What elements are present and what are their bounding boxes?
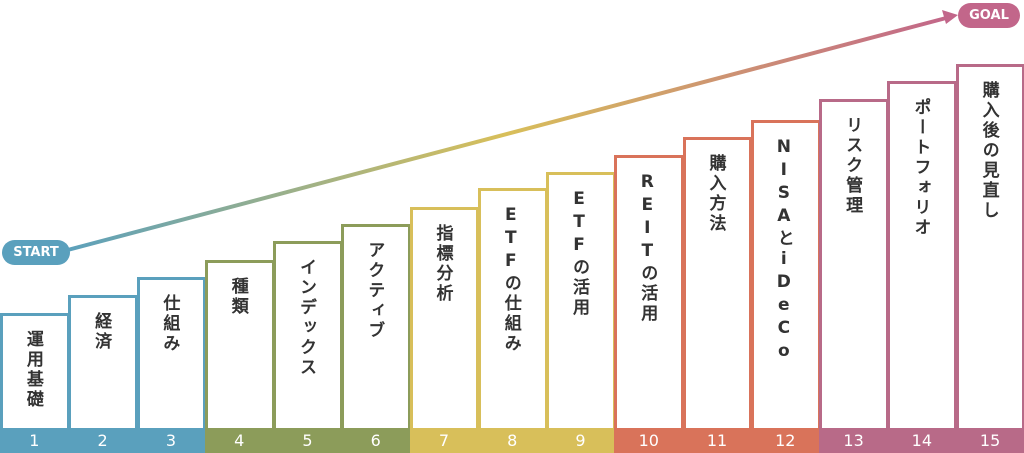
goal-label: GOAL — [958, 3, 1020, 28]
step: リスク管理 — [819, 99, 889, 428]
step-number: 12 — [750, 428, 820, 453]
step-label: 経済 — [91, 312, 112, 352]
step-number: 3 — [136, 428, 206, 453]
step-label: 購入後の見直し — [978, 81, 999, 221]
step-number: 13 — [819, 428, 888, 453]
step: 運用基礎 — [0, 313, 70, 428]
step-label: ETFの活用 — [569, 189, 590, 318]
step: 経済 — [68, 295, 139, 428]
step-label: アクティブ — [364, 241, 385, 341]
step-label: ETFの仕組み — [500, 205, 521, 354]
step-label: 指標分析 — [432, 224, 453, 304]
step-number: 4 — [204, 428, 274, 453]
step-label: 購入方法 — [705, 154, 726, 234]
arrow-line — [59, 15, 951, 254]
step: 種類 — [204, 260, 275, 428]
step-number: 11 — [682, 428, 752, 453]
step-number: 2 — [68, 428, 138, 453]
step-label: NISAとiDeCo — [773, 137, 794, 364]
start-label: START — [2, 240, 70, 265]
step-number: 9 — [546, 428, 615, 453]
step-label: リスク管理 — [842, 116, 863, 216]
step-label: ポートフォリオ — [910, 98, 931, 238]
step: インデックス — [273, 241, 343, 428]
step-number: 8 — [477, 428, 547, 453]
step-label: 仕組み — [159, 294, 180, 354]
step: アクティブ — [341, 224, 412, 428]
step: 購入後の見直し — [955, 64, 1024, 428]
step-number: 14 — [887, 428, 957, 453]
step: 指標分析 — [409, 207, 480, 428]
step: 購入方法 — [682, 137, 753, 428]
step-label: 運用基礎 — [22, 330, 43, 410]
step-number: 5 — [273, 428, 342, 453]
step: ETFの活用 — [546, 172, 616, 428]
step-number: 10 — [614, 428, 684, 453]
step: 仕組み — [136, 277, 207, 428]
step-number: 7 — [409, 428, 479, 453]
arrow-head — [942, 10, 958, 24]
step-number: 6 — [341, 428, 411, 453]
step-number: 15 — [955, 428, 1024, 453]
step: REITの活用 — [614, 155, 685, 428]
step: ポートフォリオ — [887, 81, 958, 428]
step-label: インデックス — [295, 258, 316, 378]
step-label: REITの活用 — [637, 172, 658, 324]
step-number: 1 — [0, 428, 69, 453]
step: NISAとiDeCo — [750, 120, 821, 428]
step: ETFの仕組み — [477, 188, 548, 428]
step-label: 種類 — [227, 277, 248, 317]
